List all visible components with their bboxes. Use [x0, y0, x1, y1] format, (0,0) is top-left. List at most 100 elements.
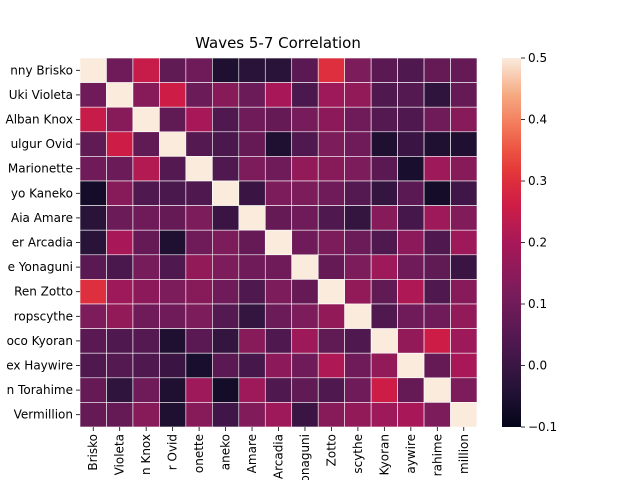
heatmap-cell: [159, 106, 187, 133]
heatmap-cell: [264, 57, 293, 83]
heatmap-cell: [317, 180, 345, 206]
heatmap-cell: [291, 156, 319, 182]
heatmap-cell: [238, 156, 266, 182]
column-tick-label: Violeta: [113, 434, 127, 475]
heatmap-cell: [450, 279, 478, 305]
heatmap-cell: [79, 205, 107, 231]
column-tick-label: Kyoran: [377, 434, 391, 475]
heatmap-cell: [132, 303, 160, 329]
heatmap-cell: [370, 180, 398, 206]
heatmap-cell: [317, 279, 345, 305]
heatmap-cell: [397, 180, 425, 206]
heatmap-cell: [264, 82, 293, 108]
heatmap-cell: [264, 229, 293, 256]
heatmap-cell: [370, 205, 398, 231]
heatmap-cell: [238, 57, 266, 83]
heatmap-cell: [450, 131, 478, 157]
colorbar-tick-label: 0.1: [528, 297, 547, 311]
heatmap-cell: [132, 156, 160, 182]
heatmap-cell: [397, 156, 425, 182]
heatmap-cell: [397, 229, 425, 256]
heatmap-cell: [450, 352, 478, 379]
heatmap-cell: [450, 106, 478, 133]
heatmap-cell: [397, 82, 425, 108]
heatmap-cell: [423, 402, 451, 428]
heatmap-cell: [159, 82, 187, 108]
heatmap-cell: [397, 106, 425, 133]
heatmap-cell: [79, 229, 107, 256]
heatmap-cell: [370, 303, 398, 329]
heatmap-cell: [159, 328, 187, 354]
heatmap-cell: [397, 352, 425, 379]
heatmap-cell: [450, 377, 478, 403]
heatmap-cell: [106, 328, 134, 354]
heatmap-cell: [212, 156, 240, 182]
heatmap-cell: [423, 156, 451, 182]
heatmap-cell: [423, 303, 451, 329]
heatmap-cell: [397, 402, 425, 428]
heatmap-cell: [423, 377, 451, 403]
heatmap-cell: [344, 156, 372, 182]
heatmap-cell: [450, 328, 478, 354]
heatmap-cell: [212, 352, 240, 379]
heatmap-cell: [238, 106, 266, 133]
heatmap-cell: [212, 106, 240, 133]
heatmap-cell: [238, 229, 266, 256]
heatmap-cell: [106, 352, 134, 379]
heatmap-cell: [397, 279, 425, 305]
heatmap-cell: [212, 57, 240, 83]
heatmap-cell: [450, 205, 478, 231]
heatmap-cell: [132, 254, 160, 280]
heatmap-cell: [264, 156, 293, 182]
column-tick-label: aneko: [219, 434, 233, 470]
row-tick-label: Vermillion: [14, 408, 73, 422]
heatmap-cell: [397, 205, 425, 231]
column-tick-label: Brisko: [86, 434, 100, 471]
heatmap-cell: [264, 377, 293, 403]
heatmap-cell: [370, 402, 398, 428]
heatmap-cell: [291, 131, 319, 157]
colorbar-tick-label: 0.0: [528, 359, 547, 373]
heatmap-cell: [264, 279, 293, 305]
heatmap-cell: [423, 57, 451, 83]
heatmap-cell: [106, 180, 134, 206]
heatmap-cell: [264, 180, 293, 206]
heatmap-cell: [132, 352, 160, 379]
heatmap-cell: [344, 377, 372, 403]
heatmap-cell: [132, 205, 160, 231]
heatmap-cell: [159, 377, 187, 403]
heatmap-cell: [344, 279, 372, 305]
heatmap-cell: [344, 328, 372, 354]
heatmap-cell: [291, 377, 319, 403]
heatmap-cell: [317, 131, 345, 157]
heatmap-cell: [212, 131, 240, 157]
heatmap-cell: [185, 82, 213, 108]
row-tick-label: Marionette: [8, 162, 73, 176]
heatmap-cell: [344, 57, 372, 83]
heatmap-cell: [450, 402, 478, 428]
heatmap-cell: [238, 279, 266, 305]
heatmap-cell: [370, 82, 398, 108]
heatmap-cell: [159, 180, 187, 206]
heatmap-cell: [344, 82, 372, 108]
colorbar-tick-label: 0.3: [528, 174, 547, 188]
heatmap-cell: [423, 82, 451, 108]
row-tick-label: Ren Zotto: [14, 285, 73, 299]
colorbar-tick-label: 0.2: [528, 236, 547, 250]
heatmap-cell: [212, 254, 240, 280]
row-tick-label: Aia Amare: [11, 211, 73, 225]
heatmap-cell: [291, 254, 319, 280]
row-tick-label: e Yonaguni: [8, 260, 73, 274]
heatmap-cell: [317, 57, 345, 83]
heatmap-cell: [264, 131, 293, 157]
heatmap-cell: [79, 254, 107, 280]
heatmap-cell: [212, 279, 240, 305]
heatmap-cell: [291, 106, 319, 133]
row-tick-label: ulgur Ovid: [11, 137, 73, 151]
heatmap-cell: [238, 82, 266, 108]
heatmap-cell: [317, 205, 345, 231]
colorbar-tick-label: 0.5: [528, 51, 547, 65]
heatmap-cell: [79, 131, 107, 157]
heatmap-cell: [132, 377, 160, 403]
colorbar-tick-label: −0.1: [528, 420, 557, 434]
